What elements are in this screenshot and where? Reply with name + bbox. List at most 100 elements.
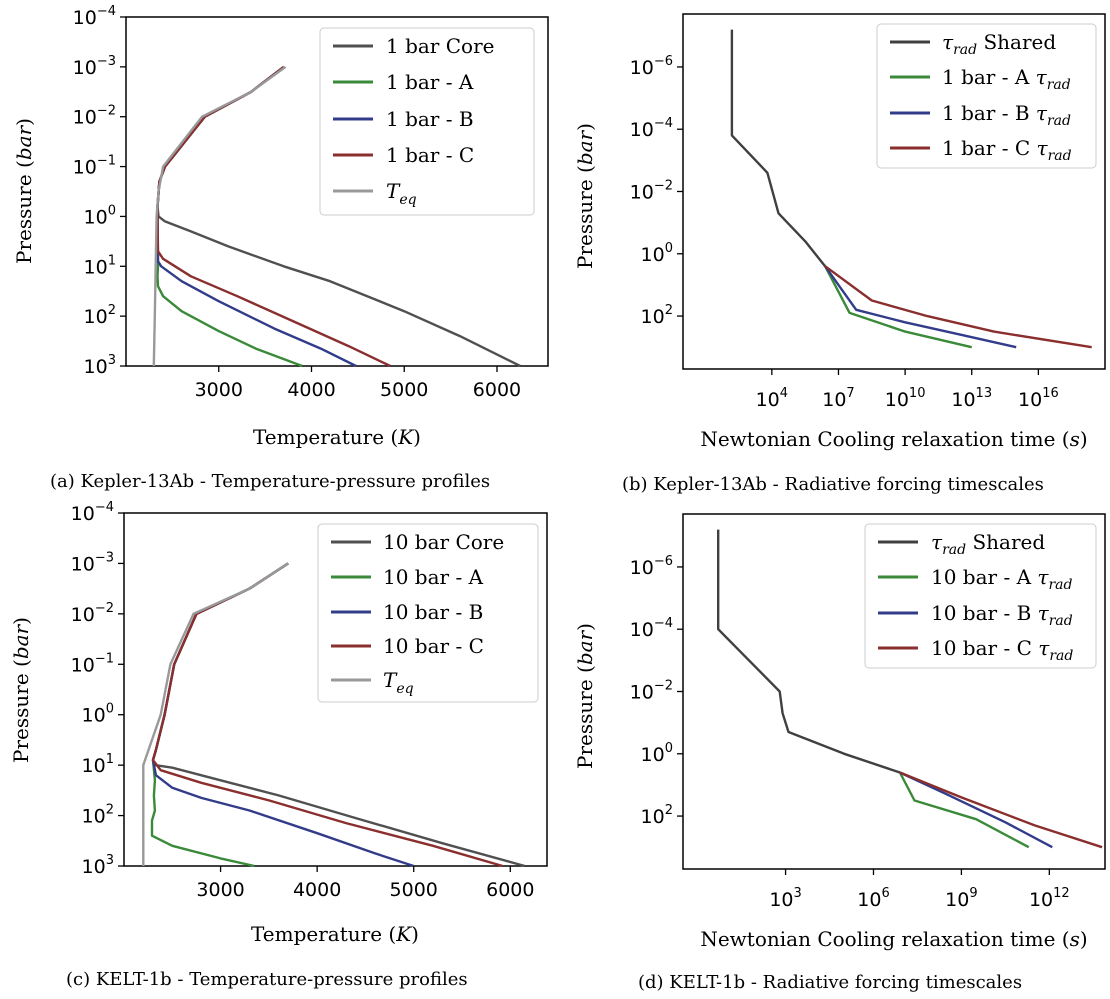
y-tick-label: 10−2 [71,601,114,626]
x-axis-ticks: 103 106 109 1012 [769,869,1070,911]
x-tick-label: 1012 [1029,886,1070,911]
y-axis-ticks: 10−4 10−3 10−2 10−1 100 101 102 103 [73,4,126,378]
y-tick-label: 10−4 [630,616,673,641]
legend-label-shared: τrad Shared [942,30,1056,58]
legend-label-c: 10 bar - C [383,634,484,658]
caption-a: (a) Kepler-13Ab - Temperature-pressure p… [50,471,490,492]
legend-label-a: 10 bar - A [383,565,484,589]
y-tick-label: 10−6 [630,554,673,579]
plot-frame [123,512,548,867]
y-tick-label: 10−4 [73,4,116,29]
series-line-A [824,265,972,349]
y-tick-label: 10−1 [71,651,114,676]
x-axis-label: Newtonian Cooling relaxation time (s) [700,427,1087,451]
y-tick-label: 103 [84,353,116,378]
series-line-shared [730,29,827,267]
legend-label-a: 1 bar - A τrad [942,65,1071,93]
x-tick-label: 1010 [885,386,926,411]
legend-label-core: 1 bar Core [386,34,494,58]
series-line-teq [152,65,287,367]
legend-label-c: 10 bar - C τrad [931,636,1073,664]
legend: 10 bar Core 10 bar - A 10 bar - B 10 bar… [317,523,539,703]
x-axis-label: Newtonian Cooling relaxation time (s) [700,927,1087,951]
x-tick-label: 3000 [196,879,244,901]
x-axis-ticks: 104 107 1010 1013 1016 [756,369,1059,411]
x-tick-label: 103 [769,886,801,911]
y-tick-label: 10−3 [73,54,116,79]
y-tick-label: 10−1 [73,154,116,179]
y-tick-label: 102 [84,303,116,328]
y-tick-label: 100 [641,741,673,766]
x-axis-ticks: 3000 4000 5000 6000 [196,866,534,901]
x-tick-label: 104 [756,386,788,411]
legend-label-c: 1 bar - C τrad [942,136,1072,164]
y-tick-label: 100 [84,203,116,228]
legend-box [876,23,1097,169]
y-tick-label: 100 [641,241,673,266]
legend-box [317,523,539,703]
y-tick-label: 10−4 [630,116,673,141]
y-tick-label: 10−2 [630,679,673,704]
x-axis-label: Temperature (K) [253,425,421,449]
plot-frame [125,16,549,367]
y-tick-label: 101 [84,253,116,278]
series-line-teq [142,562,289,866]
legend-box [319,27,535,216]
legend: τrad Shared 10 bar - A τrad 10 bar - B τ… [864,523,1097,669]
y-tick-label: 101 [82,752,114,777]
x-axis-label: Temperature (K) [251,922,419,946]
y-tick-label: 102 [641,303,673,328]
y-tick-label: 10−4 [71,500,114,525]
legend: 1 bar Core 1 bar - A 1 bar - B 1 bar - C… [319,27,535,216]
series-line-B [899,771,1053,849]
series-line-C [156,65,391,368]
y-tick-label: 10−2 [630,179,673,204]
y-tick-label: 10−6 [630,54,673,79]
y-axis-label: Pressure (bar) [9,617,33,763]
x-tick-label: 5000 [390,879,438,901]
y-axis-ticks: 10−6 10−4 10−2 100 102 [630,54,683,328]
y-axis-label: Pressure (bar) [573,623,597,769]
panel-b: 104 107 1010 1013 1016 10−6 10−4 10−2 100 102 Ne… [573,13,1106,495]
y-tick-label: 103 [82,853,114,878]
x-tick-label: 3000 [195,379,243,401]
panel-d: 103 106 109 1012 10−6 10−4 10−2 100 102 Newtoni… [573,513,1106,993]
legend-label-core: 10 bar Core [383,530,504,554]
y-tick-label: 102 [641,803,673,828]
x-tick-label: 1013 [951,386,992,411]
series-line-B [824,265,1017,349]
x-tick-label: 107 [822,386,854,411]
legend-label-c: 1 bar - C [386,143,474,167]
y-tick-label: 100 [82,702,114,727]
legend-label-teq: Teq [386,179,417,208]
legend-label-shared: τrad Shared [931,530,1045,558]
x-axis-ticks: 3000 4000 5000 6000 [195,366,521,401]
series-line-A [156,65,303,368]
x-tick-label: 4000 [287,379,335,401]
x-tick-label: 6000 [473,379,521,401]
series-line-A [150,562,289,868]
legend-label-teq: Teq [383,668,414,697]
legend-label-b: 1 bar - B τrad [942,101,1071,129]
panel-c: 3000 4000 5000 6000 10−410−310−210−11001011… [9,500,548,990]
y-tick-label: 10−2 [73,104,116,129]
y-tick-label: 102 [82,803,114,828]
legend-label-b: 1 bar - B [386,107,474,131]
legend-box [864,523,1097,669]
legend-label-a: 10 bar - A τrad [931,565,1072,593]
series-line-shared [717,529,901,774]
series-line-A [898,771,1030,849]
legend: τrad Shared 1 bar - A τrad 1 bar - B τra… [876,23,1097,169]
x-tick-label: 5000 [380,379,428,401]
caption-c: (c) KELT-1b - Temperature-pressure profi… [66,969,468,990]
series-lines [152,65,521,368]
series-lines [142,562,526,868]
caption-b: (b) Kepler-13Ab - Radiative forcing time… [622,474,1044,495]
y-tick-label: 10−3 [71,550,114,575]
series-lines [717,529,1103,849]
y-axis-label: Pressure (bar) [12,118,36,264]
legend-label-b: 10 bar - B [383,600,483,624]
panel-a: 3000 4000 5000 6000 10−410−310−210−11001011… [12,4,549,492]
x-tick-label: 6000 [486,879,534,901]
